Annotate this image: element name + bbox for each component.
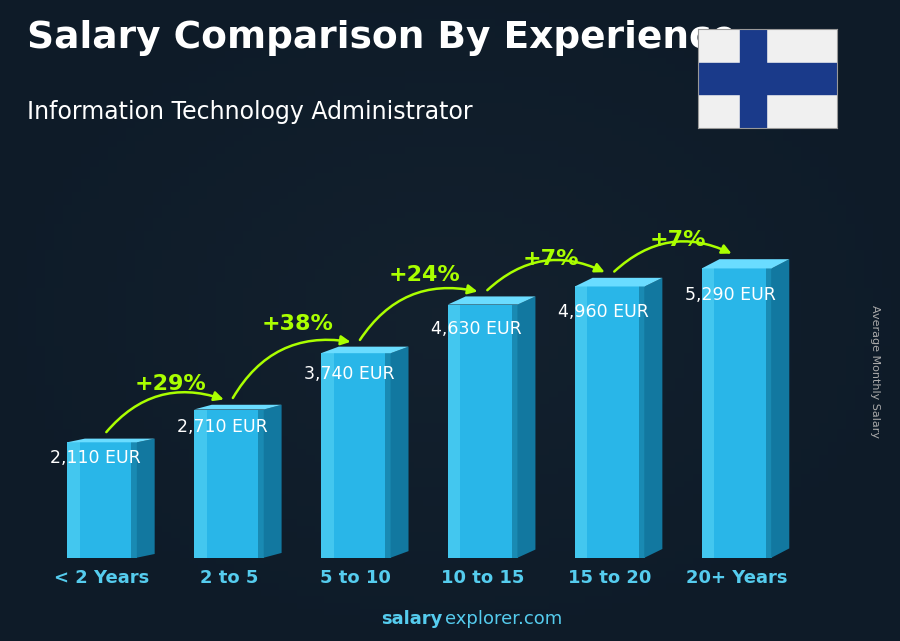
Text: 4,960 EUR: 4,960 EUR: [558, 303, 649, 320]
Text: 2,710 EUR: 2,710 EUR: [177, 419, 268, 437]
Polygon shape: [702, 259, 789, 269]
Polygon shape: [771, 259, 789, 558]
Bar: [448, 304, 461, 558]
Bar: [194, 410, 264, 558]
Bar: [385, 353, 391, 558]
Text: salary: salary: [382, 610, 443, 628]
Bar: [258, 410, 264, 558]
Text: +38%: +38%: [262, 314, 333, 334]
Bar: [698, 63, 837, 94]
Bar: [321, 353, 391, 558]
Text: explorer.com: explorer.com: [445, 610, 562, 628]
Bar: [575, 287, 644, 558]
Bar: [702, 269, 715, 558]
Bar: [68, 442, 80, 558]
Text: 4,630 EUR: 4,630 EUR: [431, 320, 522, 338]
Bar: [321, 353, 334, 558]
Polygon shape: [194, 404, 282, 410]
Bar: [448, 304, 518, 558]
Polygon shape: [391, 347, 409, 558]
Text: +7%: +7%: [650, 230, 706, 250]
Text: +7%: +7%: [523, 249, 580, 269]
Polygon shape: [264, 404, 282, 558]
Bar: [512, 304, 517, 558]
Bar: [639, 287, 644, 558]
Polygon shape: [321, 347, 409, 353]
Bar: [131, 442, 137, 558]
Bar: [68, 442, 137, 558]
Text: 5,290 EUR: 5,290 EUR: [685, 286, 776, 304]
Polygon shape: [644, 278, 662, 558]
Text: +29%: +29%: [135, 374, 206, 394]
Bar: [702, 269, 771, 558]
Text: 2,110 EUR: 2,110 EUR: [50, 449, 141, 467]
Text: 3,740 EUR: 3,740 EUR: [304, 365, 395, 383]
Bar: [575, 287, 588, 558]
Bar: [194, 410, 207, 558]
Polygon shape: [518, 296, 536, 558]
Text: Average Monthly Salary: Average Monthly Salary: [869, 305, 880, 438]
Polygon shape: [137, 438, 155, 558]
Bar: [740, 29, 767, 128]
Polygon shape: [448, 296, 536, 304]
Text: Salary Comparison By Experience: Salary Comparison By Experience: [27, 20, 737, 56]
Polygon shape: [68, 438, 155, 442]
Bar: [766, 269, 771, 558]
Polygon shape: [575, 278, 662, 287]
Text: +24%: +24%: [389, 265, 460, 285]
Text: Information Technology Administrator: Information Technology Administrator: [27, 100, 472, 124]
